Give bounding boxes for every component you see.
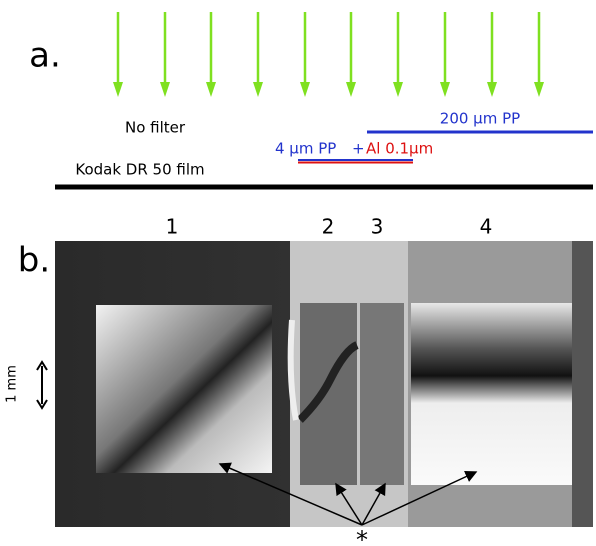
beam-arrowheads (113, 82, 544, 97)
panel-label: b. (18, 241, 50, 281)
no-filter-label: No filter (125, 119, 186, 137)
region-label: 2 (322, 215, 335, 239)
beam-arrows (118, 12, 539, 88)
al-label: Al 0.1μm (366, 140, 433, 158)
scale-bar (37, 362, 47, 408)
film-label: Kodak DR 50 film (75, 161, 204, 179)
region-label: 3 (371, 215, 384, 239)
plus-label: + (352, 140, 365, 158)
region-label: 4 (480, 215, 493, 239)
film-image (55, 241, 593, 527)
figure: a. No filter 200 μm PP 4 μm PP + Al 0.1μ… (0, 0, 596, 546)
scale-label: 1 mm (5, 365, 20, 403)
region-label: 1 (166, 215, 179, 239)
panel-label: a. (29, 36, 61, 76)
pp4-label: 4 μm PP (275, 140, 336, 158)
asterisk: * (356, 526, 368, 546)
pp200-label: 200 μm PP (440, 110, 520, 128)
page: {"panel_a": {"label": "a.", "no_filter":… (0, 0, 596, 546)
